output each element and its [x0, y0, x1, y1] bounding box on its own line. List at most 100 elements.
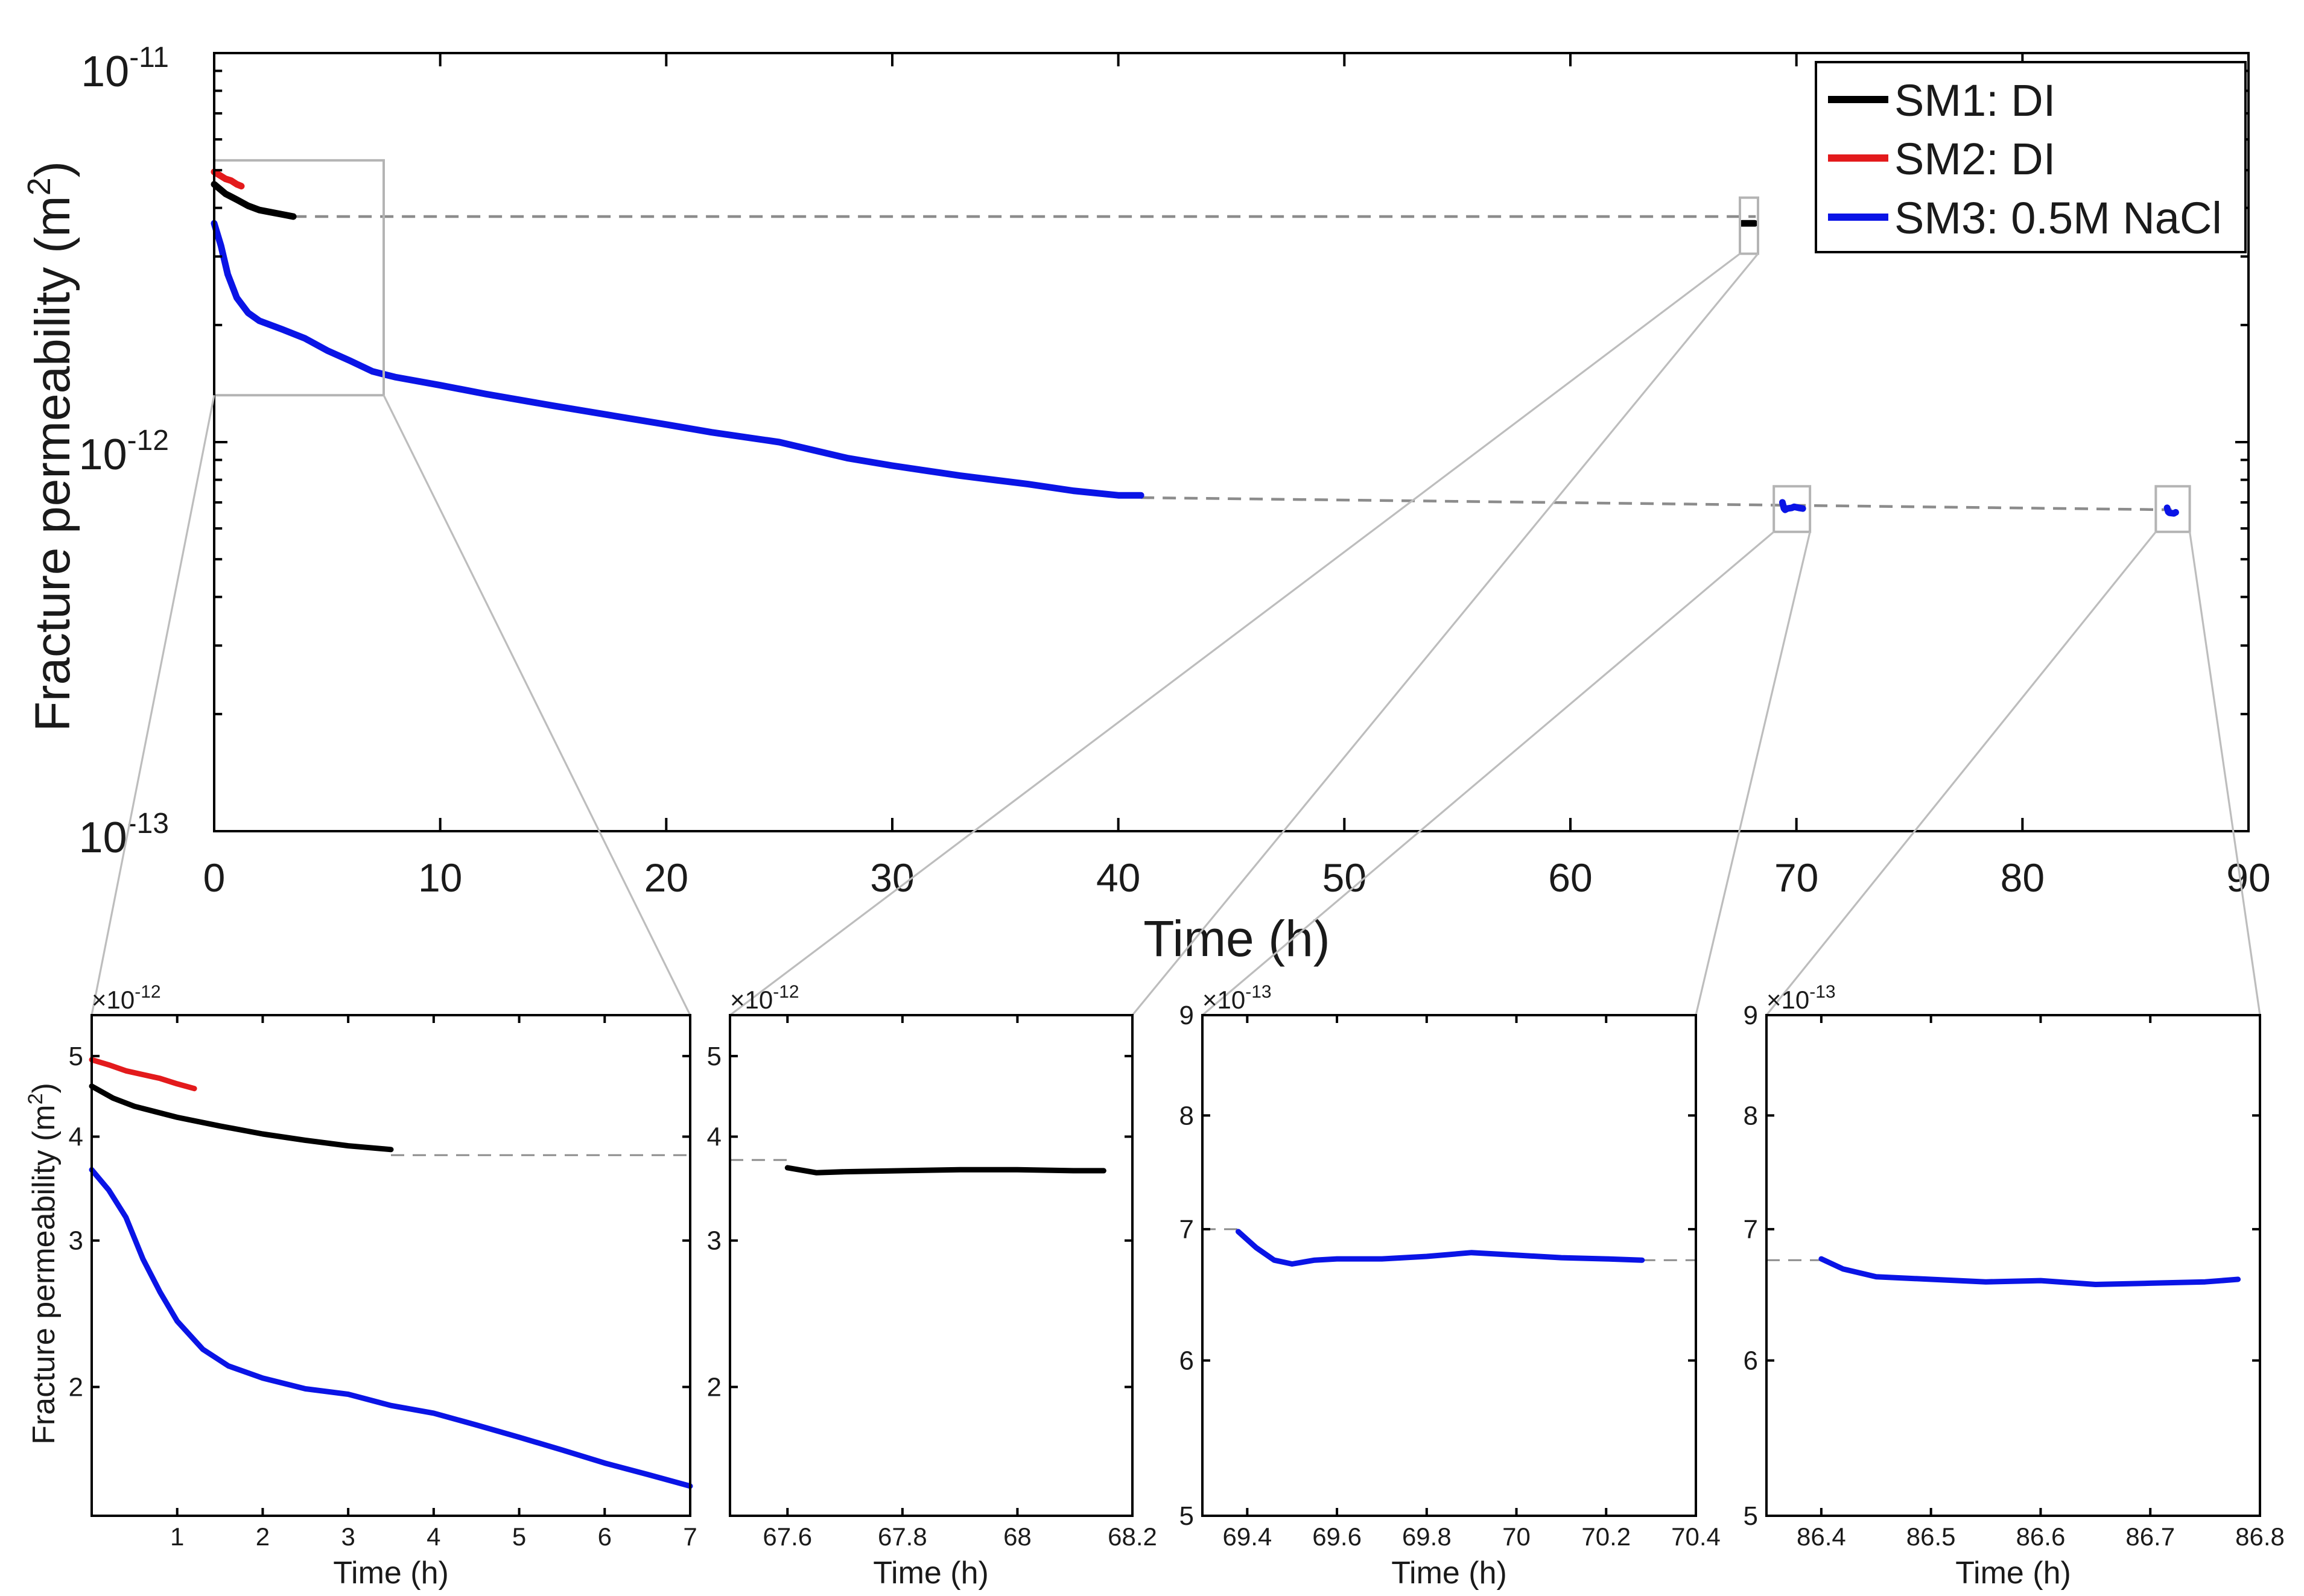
main-series-sm3-0-5m-nacl-day-4 — [2163, 504, 2179, 517]
zoom-connector-left-2 — [729, 253, 1741, 1016]
zoom1-x-axis-label: Time (h) — [333, 1556, 449, 1591]
zoom3-chart: 69.4 69.6 69.8 70 70.2 70.4 5 6 7 8 9 ×10-13 Time… — [1179, 982, 1721, 1591]
zoom1-series-sm3-0-5m-nacl — [89, 1167, 693, 1489]
zoom4-multiplier: ×10-13 — [1766, 982, 1836, 1014]
zoom2-plot-frame — [729, 1014, 1134, 1517]
zoom3-ytick-label-7: 7 — [1179, 1215, 1194, 1244]
main-x-axis-label: Time (h) — [1143, 910, 1330, 967]
zoom1-ytick-label-3: 3 — [69, 1226, 83, 1256]
zoom4-ytick-label-5: 5 — [1744, 1501, 1758, 1531]
main-xtick-label-10: 10 — [418, 855, 462, 900]
zoom3-series-sm3-0-5m-nacl — [1236, 1229, 1645, 1267]
zoom-connector-left-3 — [1201, 531, 1775, 1016]
zoom1-ytick-label-4: 4 — [69, 1122, 83, 1151]
zoom2-ytick-label-2: 2 — [707, 1372, 722, 1402]
zoom4-ytick-label-7: 7 — [1744, 1215, 1758, 1244]
zoom4-chart: 86.4 86.5 86.6 86.7 86.8 5 6 7 8 9 ×10-13 Time (… — [1744, 982, 2285, 1591]
zoom3-multiplier: ×10-13 — [1202, 982, 1272, 1014]
zoom2-series-sm1-di — [784, 1165, 1106, 1176]
zoom2-xtick-label-67-6: 67.6 — [763, 1522, 812, 1551]
zoom4-plot-frame — [1765, 1014, 2261, 1517]
zoom1-ytick-label-5: 5 — [69, 1042, 83, 1071]
zoom4-series-sm3-0-5m-nacl — [1818, 1256, 2241, 1287]
legend: SM1: DI SM2: DI SM3: 0.5M NaCl — [1815, 61, 2247, 253]
zoom2-multiplier: ×10-12 — [730, 982, 799, 1014]
zoom-box-3 — [1772, 485, 1812, 533]
zoom4-ytick-label-9: 9 — [1744, 1001, 1758, 1030]
main-xtick-label-90: 90 — [2226, 855, 2270, 900]
zoom1-xtick-label-4: 4 — [427, 1522, 440, 1551]
zoom4-xtick-label-86-4: 86.4 — [1797, 1522, 1846, 1551]
legend-label-sm1: SM1: DI — [1894, 75, 2055, 125]
zoom1-series-sm1-di — [89, 1083, 394, 1153]
zoom4-ytick-label-8: 8 — [1744, 1101, 1758, 1130]
zoom3-plot-frame — [1201, 1014, 1697, 1517]
zoom1-chart: 1 2 3 4 5 6 7 2 3 4 5 ×10-12 Time (h) Fracture pe… — [24, 982, 697, 1591]
zoom-box-4 — [2154, 485, 2191, 533]
main-chart: 0 10 20 30 40 50 60 70 80 90 10-11 10-12 10-13 Fr… — [21, 42, 2271, 967]
main-series-sm3-0-5m-nacl-day-3 — [1779, 499, 1806, 513]
zoom2-xtick-label-67-8: 67.8 — [878, 1522, 927, 1551]
main-xtick-label-40: 40 — [1096, 855, 1140, 900]
zoom2-x-axis-label: Time (h) — [873, 1556, 989, 1591]
zoom3-xtick-label-69-6: 69.6 — [1312, 1522, 1362, 1551]
main-ytick-label-1e-11: 10-11 — [81, 42, 169, 96]
zoom2-xtick-label-68-2: 68.2 — [1108, 1522, 1157, 1551]
zoom1-plot-frame — [90, 1014, 691, 1517]
main-y-axis-label: Fracture permeability (m2) — [21, 161, 80, 732]
zoom2-ytick-label-5: 5 — [707, 1042, 722, 1071]
zoom1-series-sm2-di — [89, 1057, 197, 1092]
main-series-sm1-di — [211, 181, 297, 220]
main-xtick-label-50: 50 — [1322, 855, 1366, 900]
zoom4-xtick-label-86-7: 86.7 — [2125, 1522, 2175, 1551]
zoom1-xtick-label-5: 5 — [512, 1522, 526, 1551]
zoom3-ytick-label-5: 5 — [1179, 1501, 1194, 1531]
zoom-connector-left-1 — [90, 394, 215, 1016]
main-xtick-label-20: 20 — [644, 855, 688, 900]
zoom4-xtick-label-86-6: 86.6 — [2016, 1522, 2066, 1551]
zoom4-ytick-label-6: 6 — [1744, 1346, 1758, 1376]
zoom-connector-left-4 — [1765, 531, 2157, 1016]
zoom3-xtick-label-70-2: 70.2 — [1581, 1522, 1631, 1551]
zoom2-xtick-label-68: 68 — [1003, 1522, 1032, 1551]
main-reference-line-1 — [1141, 496, 2172, 511]
zoom3-xtick-label-70-4: 70.4 — [1671, 1522, 1721, 1551]
main-series-sm2-di — [211, 168, 245, 190]
legend-label-sm2: SM2: DI — [1894, 134, 2055, 184]
zoom1-ytick-label-2: 2 — [69, 1372, 83, 1402]
zoom2-ytick-label-4: 4 — [707, 1122, 722, 1151]
zoom4-x-axis-label: Time (h) — [1955, 1556, 2071, 1591]
main-ytick-label-1e-12: 10-12 — [79, 425, 169, 479]
legend-label-sm3: SM3: 0.5M NaCl — [1894, 193, 2222, 243]
main-ytick-label-1e-13: 10-13 — [79, 808, 169, 862]
main-xtick-label-80: 80 — [2001, 855, 2045, 900]
zoom1-xtick-label-7: 7 — [683, 1522, 697, 1551]
zoom1-multiplier: ×10-12 — [92, 982, 161, 1014]
zoom1-y-axis-label: Fracture permeability (m2) — [24, 1083, 62, 1445]
main-xtick-label-70: 70 — [1774, 855, 1818, 900]
zoom2-chart: 67.6 67.8 68 68.2 2 3 4 5 ×10-12 Time (h) — [707, 982, 1157, 1591]
zoom3-xtick-label-69-4: 69.4 — [1222, 1522, 1272, 1551]
zoom2-ytick-label-3: 3 — [707, 1226, 722, 1256]
zoom3-x-axis-label: Time (h) — [1391, 1556, 1507, 1591]
zoom1-xtick-label-6: 6 — [598, 1522, 612, 1551]
zoom-connector-right-1 — [382, 394, 691, 1016]
zoom-connector-right-2 — [1131, 253, 1759, 1016]
zoom-connector-right-4 — [2189, 531, 2261, 1016]
zoom-connectors — [90, 253, 2261, 1016]
zoom-connector-right-3 — [1695, 531, 1811, 1016]
zoom3-xtick-label-70: 70 — [1502, 1522, 1531, 1551]
zoom1-xtick-label-2: 2 — [256, 1522, 270, 1551]
main-xtick-label-60: 60 — [1548, 855, 1592, 900]
zoom4-xtick-label-86-5: 86.5 — [1906, 1522, 1956, 1551]
main-series-sm3-0-5m-nacl — [211, 220, 1144, 499]
zoom1-xtick-label-1: 1 — [170, 1522, 184, 1551]
zoom3-ytick-label-9: 9 — [1179, 1001, 1194, 1030]
zoom3-xtick-label-69-8: 69.8 — [1402, 1522, 1452, 1551]
main-xtick-label-0: 0 — [203, 855, 226, 900]
zoom4-xtick-label-86-8: 86.8 — [2235, 1522, 2285, 1551]
zoom3-ytick-label-8: 8 — [1179, 1101, 1194, 1130]
zoom-box-2 — [1739, 196, 1759, 255]
zoom3-ytick-label-6: 6 — [1179, 1346, 1194, 1376]
